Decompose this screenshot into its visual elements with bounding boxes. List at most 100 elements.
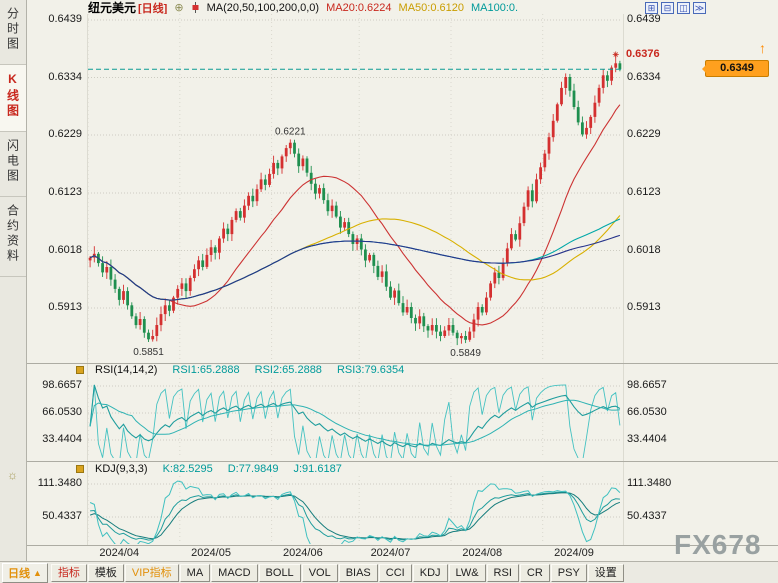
sidebar-tab-label: 合约资料	[5, 204, 20, 264]
kdj-line-2	[89, 492, 621, 540]
ma100-line	[89, 218, 621, 301]
kdj-line-1	[90, 491, 620, 541]
kdj-settings-icon[interactable]	[76, 465, 84, 473]
bottom-toolbar: 日线 ▲ 指标 模板 VIP指标 MA MACD BOLL VOL BIAS CCI KDJ LW&…	[0, 561, 778, 583]
window-controls: ⊞ ⊟ ◫ ≫	[645, 2, 706, 14]
toolbar-button-templates[interactable]: 模板	[87, 563, 124, 582]
price-up-arrow-icon[interactable]: ↑	[759, 40, 766, 57]
kdj-j-value: J:91.6187	[293, 463, 342, 475]
sidebar-tab-contract-info[interactable]: 合约资料	[0, 197, 26, 277]
tile-windows-icon[interactable]: ⊟	[661, 2, 674, 14]
rsi-line-1	[89, 384, 621, 458]
current-price-badge: 0.6349	[702, 60, 769, 78]
toolbar-button-vol[interactable]: VOL	[301, 563, 338, 582]
rsi-chart[interactable]	[88, 378, 622, 458]
rsi-name[interactable]: RSI(14,14,2)	[95, 364, 158, 376]
kdj-axis-left: 111.3480 50.4337	[38, 476, 85, 544]
x-axis-label: 2024/07	[370, 547, 411, 559]
indicator-button-row: 指标 模板 VIP指标 MA MACD BOLL VOL BIAS CCI KDJ LW& RSI CR…	[50, 563, 625, 582]
axis-label: 33.4404	[42, 432, 82, 445]
expand-icon[interactable]: ⊕	[174, 2, 184, 14]
session-high-label: 0.6376	[626, 47, 660, 60]
rsi-line-3	[89, 399, 620, 446]
sidebar-tab-time-chart[interactable]: 分时图	[0, 0, 26, 65]
axis-label: 98.6657	[627, 379, 667, 391]
axis-label: 0.6229	[48, 128, 82, 140]
watermark: FX678	[674, 529, 762, 560]
split-view-icon[interactable]: ◫	[677, 2, 690, 14]
up-triangle-icon: ▲	[33, 567, 42, 578]
sidebar-tab-lightning-chart[interactable]: 闪电图	[0, 132, 26, 197]
kdj-d-value: D:77.9849	[227, 463, 279, 475]
kdj-header: KDJ(9,3,3) K:82.5295 D:77.9849 J:91.6187	[76, 463, 342, 475]
toolbar-button-lw[interactable]: LW&	[448, 563, 486, 582]
toolbar-button-macd[interactable]: MACD	[211, 563, 258, 582]
axis-label: 111.3480	[627, 477, 672, 489]
axis-label: 0.6123	[627, 186, 661, 199]
plot-left-border	[87, 14, 88, 545]
plot-right-border	[623, 14, 624, 545]
period-tag: [日线]	[138, 2, 168, 15]
axis-label: 50.4337	[627, 510, 667, 522]
next-chart-icon[interactable]: ≫	[693, 2, 706, 14]
axis-label: 0.6334	[627, 70, 661, 83]
rsi-header: RSI(14,14,2) RSI1:65.2888 RSI2:65.2888 R…	[76, 364, 404, 376]
kdj-k-value: K:82.5295	[162, 463, 213, 475]
x-axis-label: 2024/05	[191, 547, 231, 559]
axis-label: 0.6123	[48, 186, 82, 199]
axis-label: 0.6229	[627, 128, 661, 140]
panel-divider	[27, 363, 778, 364]
axis-label: 0.6439	[48, 13, 82, 25]
toolbar-button-psy[interactable]: PSY	[550, 563, 587, 582]
toolbar-button-indicators[interactable]: 指标	[50, 563, 87, 582]
axis-label: 0.6018	[627, 243, 661, 256]
toolbar-button-vip-indicators[interactable]: VIP指标	[124, 563, 179, 582]
period-label: 日线	[8, 567, 30, 580]
toolbar-button-rsi[interactable]: RSI	[486, 563, 519, 582]
sidebar-tab-kline-chart[interactable]: K线图	[0, 65, 26, 132]
candlestick-chart[interactable]: 0.6221 0.5851 0.5849	[88, 14, 622, 362]
kdj-chart[interactable]	[88, 476, 622, 544]
rsi1-value: RSI1:65.2888	[172, 364, 240, 376]
axis-label: 111.3480	[37, 477, 82, 489]
rsi-axis-left: 98.6657 66.0530 33.4404	[38, 378, 85, 458]
sidebar-tab-label: 闪电图	[5, 139, 20, 184]
ma20-value: MA20:0.6224	[326, 1, 392, 14]
rsi-settings-icon[interactable]	[76, 366, 84, 374]
toolbar-button-cr[interactable]: CR	[519, 563, 550, 582]
axis-label: 98.6657	[42, 379, 82, 391]
sidebar-tab-label: 分时图	[5, 7, 20, 52]
panel-divider	[27, 461, 778, 462]
axis-label: 0.5913	[48, 301, 82, 314]
price-annotation: 0.5849	[450, 348, 481, 359]
toolbar-button-cci[interactable]: CCI	[378, 563, 412, 582]
ma100-value: MA100:0.	[470, 1, 519, 14]
ma20-line	[89, 104, 621, 326]
price-axis-right: 0.6439 0.6334 0.6229 0.6123 0.6018 0.5913	[626, 13, 678, 362]
toolbar-button-ma[interactable]: MA	[179, 563, 211, 582]
x-axis-label: 2024/04	[99, 547, 140, 559]
current-price-value: 0.6349	[720, 62, 754, 75]
toolbar-button-kdj[interactable]: KDJ	[412, 563, 448, 582]
rsi2-value: RSI2:65.2888	[254, 364, 322, 376]
candles	[88, 54, 622, 346]
toolbar-button-settings[interactable]: 设置	[587, 563, 624, 582]
sidebar-tab-list: 分时图 K线图闪电图合约资料	[0, 0, 26, 277]
rsi-axis-right: 98.6657 66.0530 33.4404	[626, 378, 678, 458]
toolbar-button-bias[interactable]: BIAS	[338, 563, 378, 582]
left-sidebar: 分时图 K线图闪电图合约资料 ☼	[0, 0, 27, 583]
toolbar-button-boll[interactable]: BOLL	[258, 563, 301, 582]
panel-settings-icon[interactable]: ☼	[7, 468, 18, 482]
symbol-name: 纽元美元	[88, 1, 137, 14]
axis-label: 66.0530	[627, 406, 667, 418]
kdj-name[interactable]: KDJ(9,3,3)	[95, 463, 148, 475]
new-window-icon[interactable]: ⊞	[645, 2, 658, 14]
ma200-line	[89, 234, 621, 301]
time-axis: 2024/04 2024/05 2024/06 2024/07 2024/08 2024/…	[27, 546, 778, 560]
x-axis-label: 2024/08	[462, 547, 503, 559]
ma-settings-label[interactable]: MA(20,50,100,200,0,0)	[206, 1, 320, 14]
sidebar-tab-label: K线图	[5, 72, 20, 119]
x-axis-label: 2024/06	[282, 547, 323, 559]
period-selector[interactable]: 日线 ▲	[2, 562, 48, 583]
